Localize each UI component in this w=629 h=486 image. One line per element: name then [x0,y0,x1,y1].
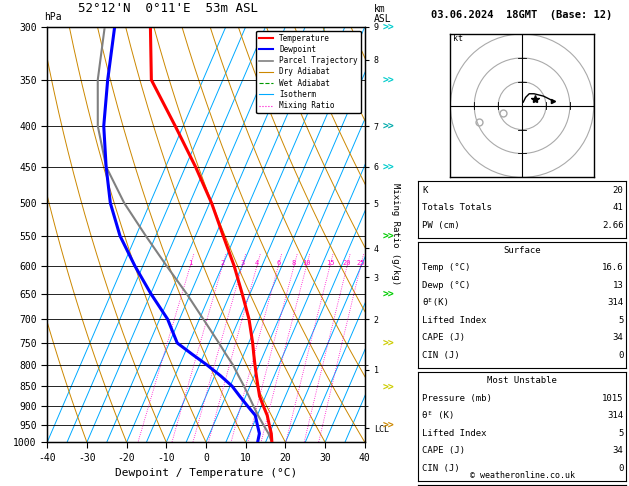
Text: >>: >> [382,75,394,85]
Text: hPa: hPa [44,12,62,22]
Text: © weatheronline.co.uk: © weatheronline.co.uk [470,471,574,480]
Text: CAPE (J): CAPE (J) [422,333,465,342]
Text: 314: 314 [607,298,623,307]
Text: 5: 5 [618,429,623,437]
Text: θᴱ (K): θᴱ (K) [422,411,454,420]
Text: 16.6: 16.6 [602,263,623,272]
Text: Temp (°C): Temp (°C) [422,263,470,272]
Text: Lifted Index: Lifted Index [422,316,487,325]
Text: Most Unstable: Most Unstable [487,376,557,385]
Text: Surface: Surface [503,246,541,255]
Text: CAPE (J): CAPE (J) [422,446,465,455]
Text: K: K [422,186,428,194]
Text: Lifted Index: Lifted Index [422,429,487,437]
Text: 20: 20 [343,260,352,266]
Text: >>: >> [382,162,394,172]
Text: >>: >> [382,338,394,348]
Text: 2.66: 2.66 [602,221,623,229]
Text: 0: 0 [618,351,623,360]
Text: 52°12'N  0°11'E  53m ASL: 52°12'N 0°11'E 53m ASL [78,1,258,15]
Text: 34: 34 [613,333,623,342]
X-axis label: Dewpoint / Temperature (°C): Dewpoint / Temperature (°C) [115,468,297,478]
Text: >>: >> [382,22,394,32]
Text: 1: 1 [188,260,192,266]
Text: CIN (J): CIN (J) [422,464,460,472]
Text: Totals Totals: Totals Totals [422,203,492,212]
Text: >>: >> [382,419,394,430]
Text: >>: >> [382,381,394,391]
Text: 10: 10 [303,260,311,266]
Text: 2: 2 [220,260,225,266]
Text: 13: 13 [613,281,623,290]
Text: 8: 8 [292,260,296,266]
Text: >>: >> [382,231,394,241]
Text: 6: 6 [276,260,281,266]
Y-axis label: Mixing Ratio (g/kg): Mixing Ratio (g/kg) [391,183,400,286]
Legend: Temperature, Dewpoint, Parcel Trajectory, Dry Adiabat, Wet Adiabat, Isotherm, Mi: Temperature, Dewpoint, Parcel Trajectory… [257,31,361,113]
Text: 20: 20 [613,186,623,194]
Text: Dewp (°C): Dewp (°C) [422,281,470,290]
Text: 5: 5 [618,316,623,325]
Text: 34: 34 [613,446,623,455]
Text: kt: kt [453,34,463,43]
Text: km
ASL: km ASL [374,3,392,24]
Text: θᴱ(K): θᴱ(K) [422,298,449,307]
Text: 3: 3 [240,260,245,266]
Text: PW (cm): PW (cm) [422,221,460,229]
Text: 25: 25 [357,260,365,266]
Text: >>: >> [382,121,394,131]
Text: 314: 314 [607,411,623,420]
Text: 1015: 1015 [602,394,623,402]
Text: 4: 4 [255,260,259,266]
Text: 0: 0 [618,464,623,472]
Text: 41: 41 [613,203,623,212]
Text: CIN (J): CIN (J) [422,351,460,360]
Text: >>: >> [382,289,394,298]
Text: 03.06.2024  18GMT  (Base: 12): 03.06.2024 18GMT (Base: 12) [431,10,613,20]
Text: 15: 15 [326,260,334,266]
Text: Pressure (mb): Pressure (mb) [422,394,492,402]
